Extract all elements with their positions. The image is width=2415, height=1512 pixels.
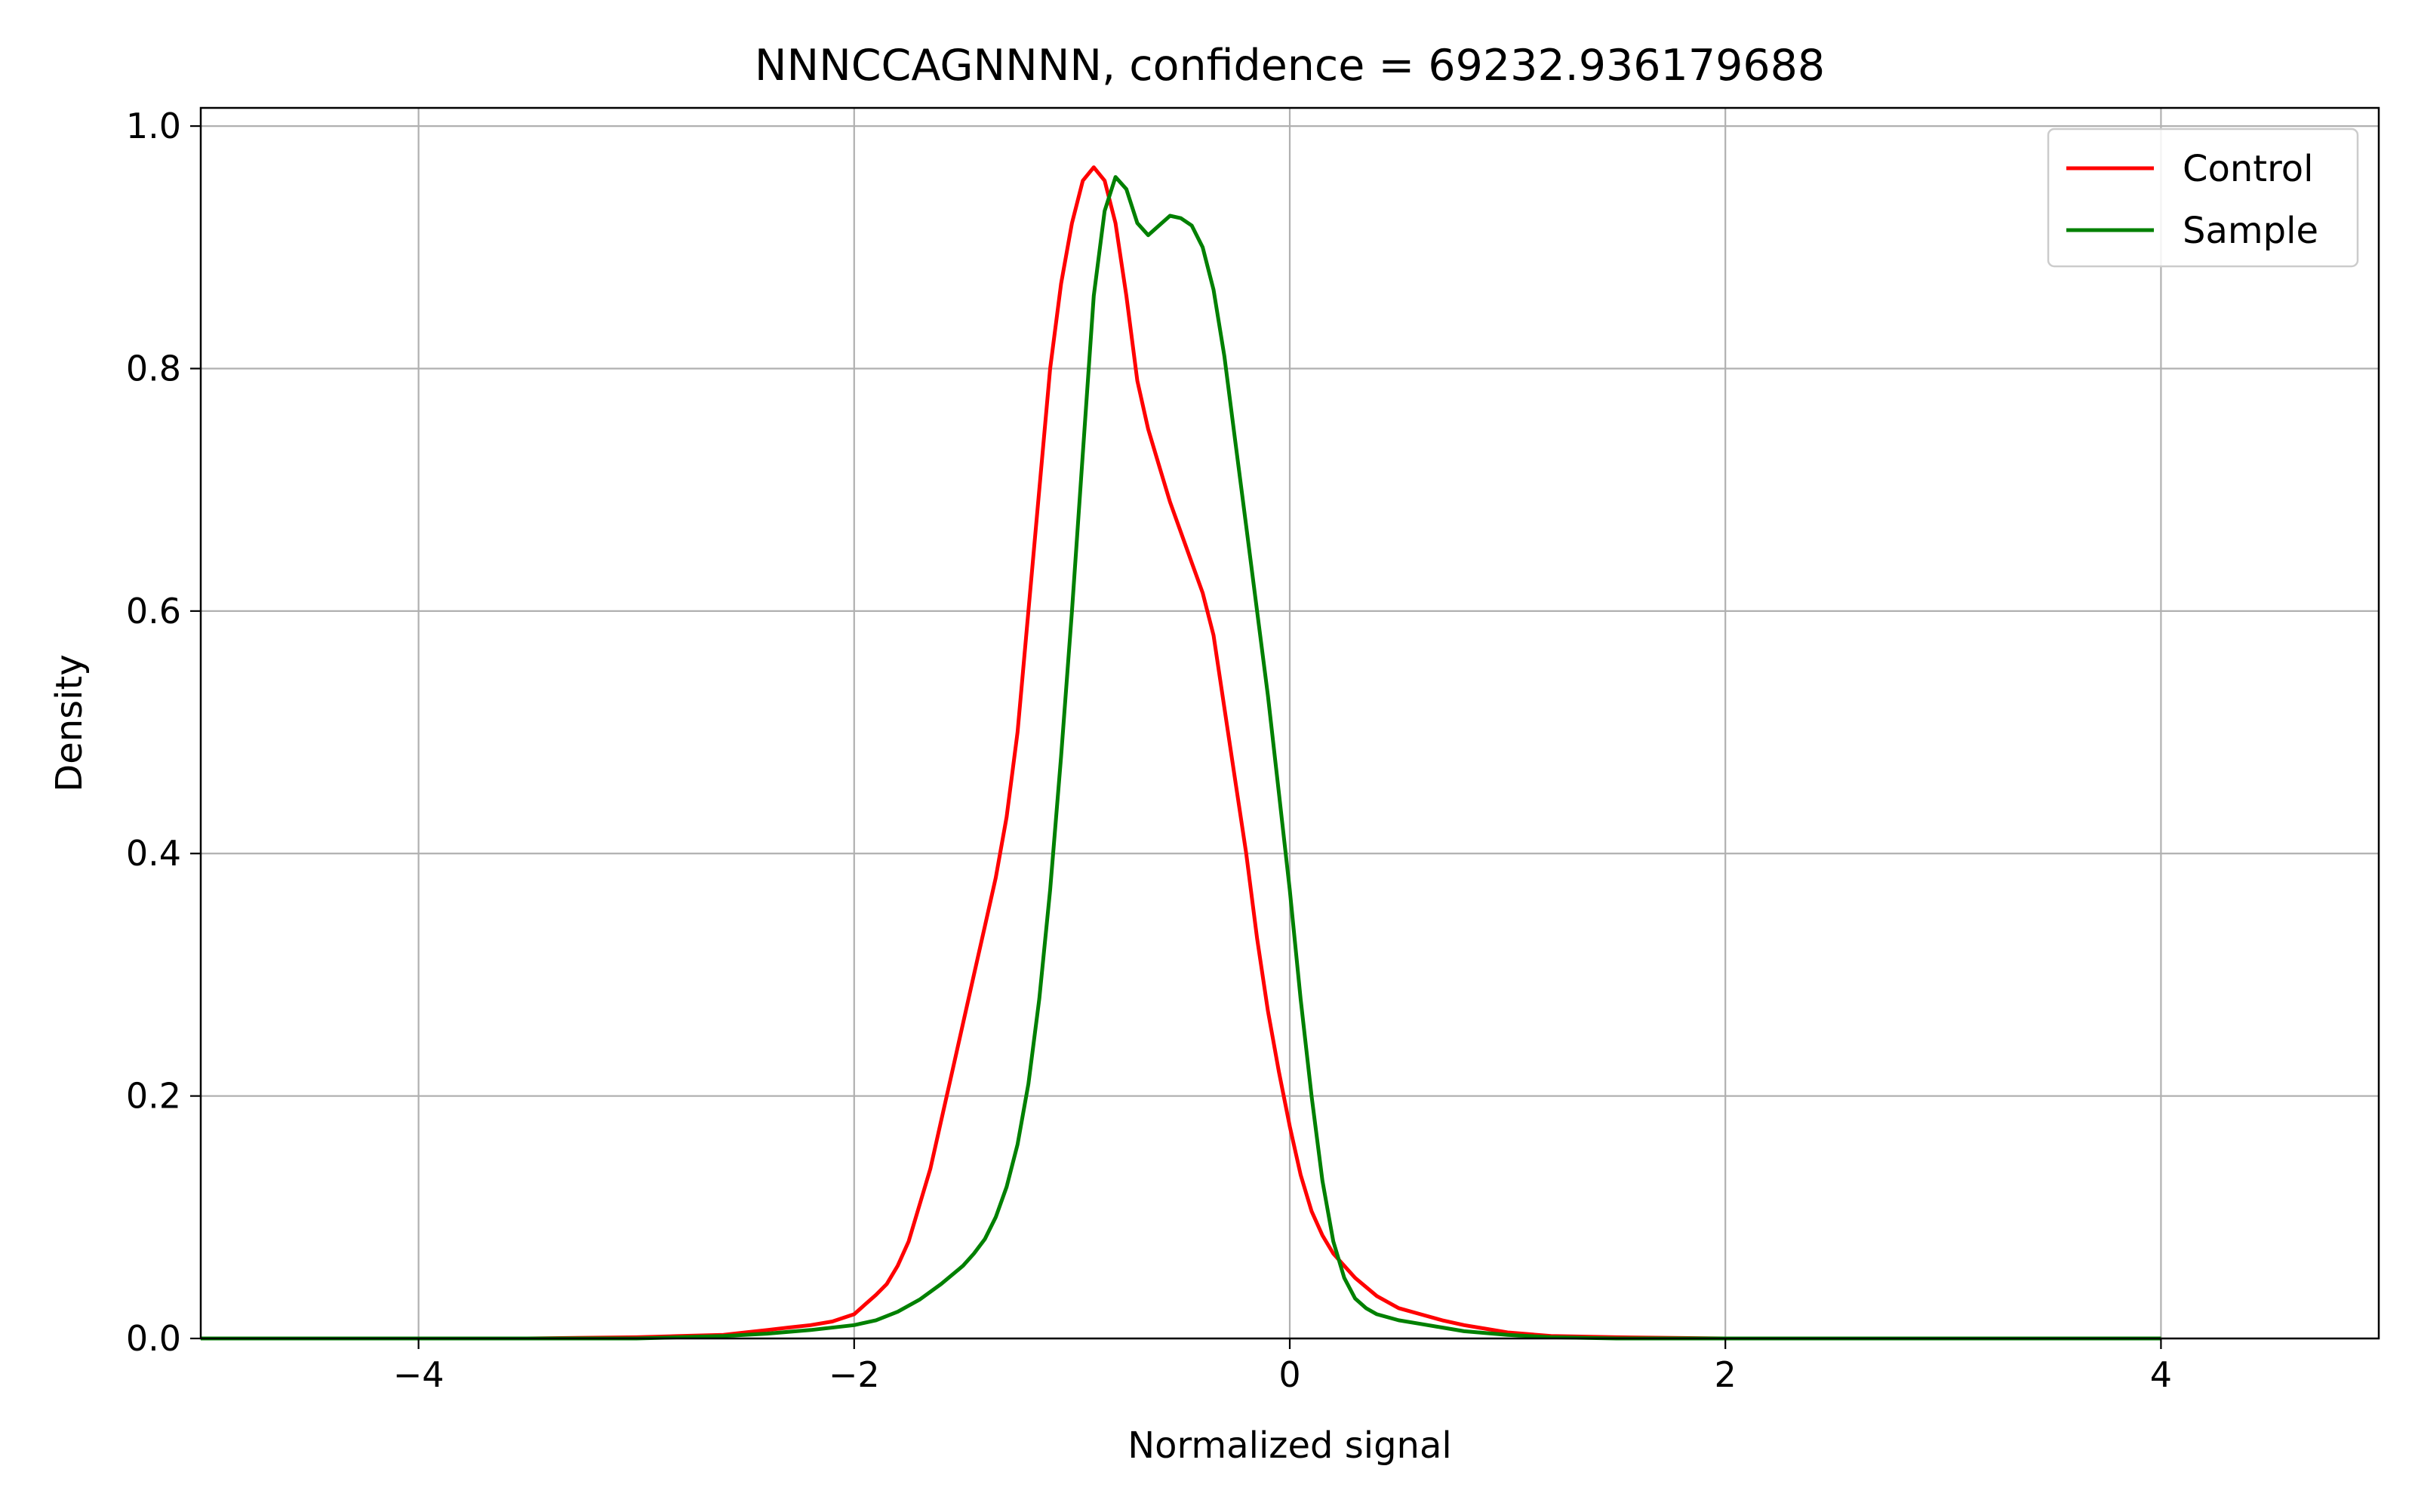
chart-title: NNNCCAGNNNN, confidence = 69232.93617968…	[755, 41, 1825, 91]
x-tick-label: −2	[829, 1354, 880, 1395]
y-axis-ticks: 0.0 0.2 0.4 0.6 0.8 1.0	[126, 106, 201, 1359]
x-tick-label: −4	[393, 1354, 445, 1395]
y-tick-label: 1.0	[126, 106, 181, 146]
y-tick-label: 0.0	[126, 1318, 181, 1359]
legend-label-sample: Sample	[2183, 210, 2318, 252]
y-tick-label: 0.4	[126, 833, 181, 874]
y-tick-label: 0.8	[126, 348, 181, 389]
legend: Control Sample	[2047, 128, 2359, 268]
grid-lines	[201, 108, 2379, 1340]
legend-label-control: Control	[2183, 148, 2314, 190]
y-axis-label: Density	[48, 654, 91, 791]
y-tick-label: 0.2	[126, 1076, 181, 1117]
x-tick-label: 4	[2150, 1354, 2172, 1395]
y-tick-label: 0.6	[126, 591, 181, 632]
x-tick-label: 0	[1278, 1354, 1300, 1395]
x-axis-ticks: −4 −2 0 2 4	[393, 1338, 2172, 1395]
series-lines	[201, 165, 2161, 1341]
x-axis-label: Normalized signal	[1128, 1424, 1451, 1467]
series-line-control	[201, 165, 2161, 1341]
series-line-sample	[201, 175, 2161, 1341]
x-tick-label: 2	[1715, 1354, 1737, 1395]
